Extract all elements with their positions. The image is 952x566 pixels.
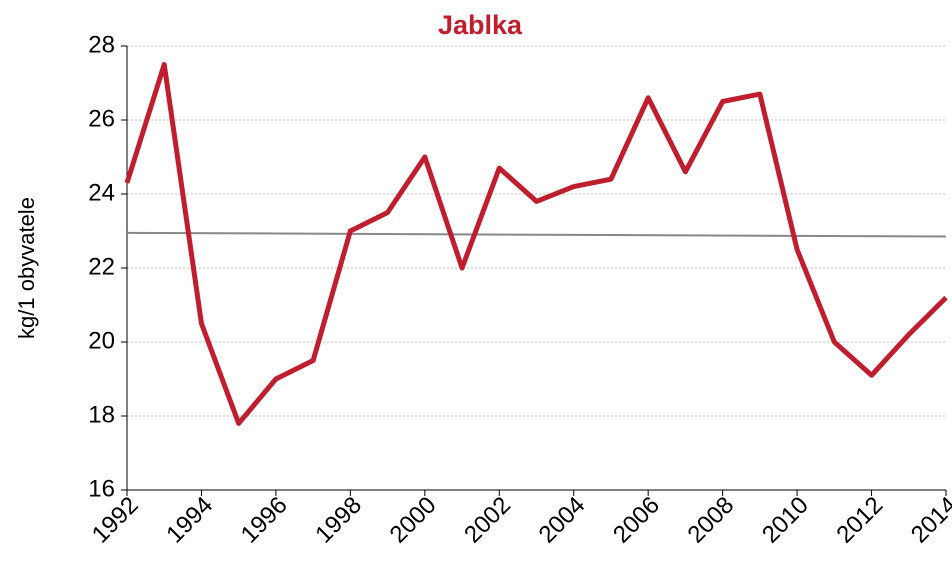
x-tick-label: 1998 [310, 492, 367, 549]
x-tick-label: 2008 [683, 492, 740, 549]
trend-line [126, 231, 947, 238]
x-tick-label: 1994 [161, 492, 218, 549]
y-tick-label: 28 [88, 31, 115, 58]
x-tick-label: 2014 [906, 492, 952, 549]
y-tick-label: 16 [88, 475, 115, 502]
x-tick-label: 2006 [608, 492, 665, 549]
x-tick-label: 2004 [534, 492, 591, 549]
x-tick-label: 2002 [459, 492, 516, 549]
y-tick-label: 18 [88, 401, 115, 428]
x-tick-label: 2010 [757, 492, 814, 549]
y-tick-label: 22 [88, 253, 115, 280]
y-tick-label: 24 [88, 179, 115, 206]
y-axis-label: kg/1 obyvatele [14, 197, 39, 339]
x-tick-label: 2012 [831, 492, 888, 549]
chart-title: Jablka [438, 10, 523, 40]
y-tick-label: 20 [88, 327, 115, 354]
x-tick-label: 2000 [385, 492, 442, 549]
y-tick-label: 26 [88, 105, 115, 132]
data-line [124, 62, 948, 426]
x-tick-label: 1996 [236, 492, 293, 549]
